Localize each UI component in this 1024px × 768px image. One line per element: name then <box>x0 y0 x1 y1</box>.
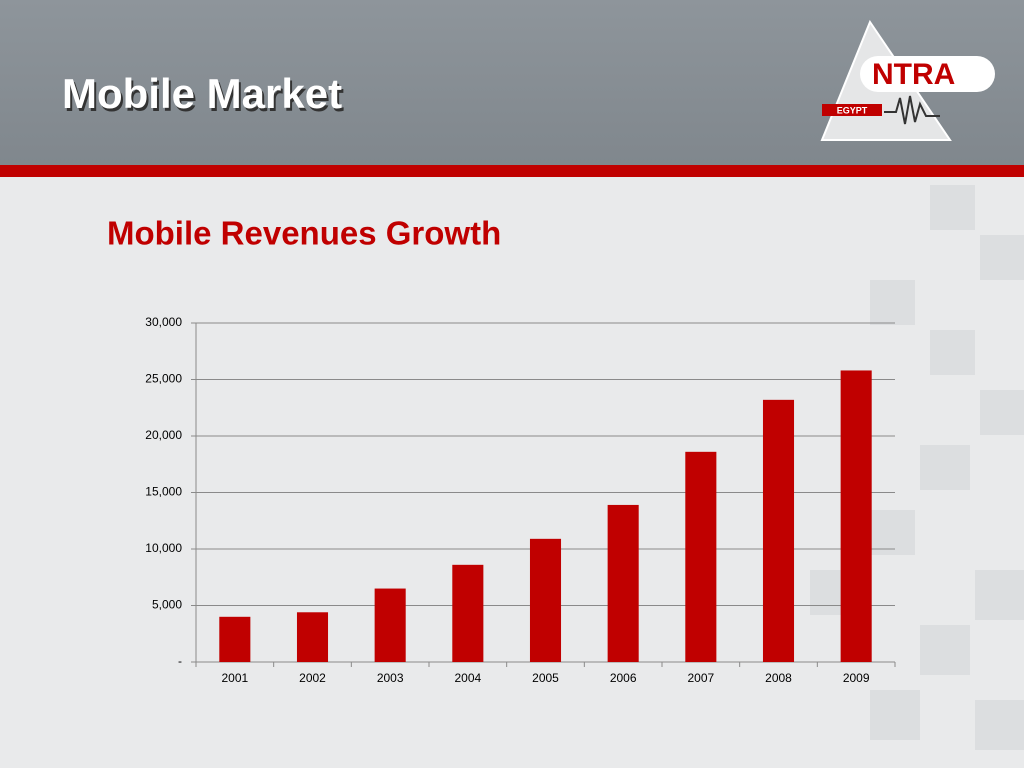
bar <box>762 399 795 662</box>
y-tick-label: 25,000 <box>145 372 182 386</box>
bar <box>452 564 484 662</box>
bar <box>685 451 717 662</box>
x-tick-label: 2001 <box>221 671 248 685</box>
bar <box>219 616 251 662</box>
bar <box>840 370 872 662</box>
logo-text: NTRA <box>872 58 955 91</box>
y-tick-label: 10,000 <box>145 541 182 555</box>
y-tick-label: - <box>178 654 182 668</box>
chart: - 5,000 10,000 15,000 20,000 25,000 30,000 2001… <box>145 315 896 685</box>
y-tick-label: 5,000 <box>152 598 182 612</box>
y-tick-label: 30,000 <box>145 315 182 329</box>
bar <box>296 612 329 662</box>
title-shadow: Mobile Market <box>64 73 344 120</box>
chart-title: Mobile Revenues Growth <box>107 215 501 252</box>
x-tick-label: 2005 <box>532 671 559 685</box>
bar <box>529 538 562 662</box>
x-tick-label: 2003 <box>377 671 404 685</box>
x-tick-label: 2006 <box>610 671 637 685</box>
bar <box>374 588 406 662</box>
x-tick-label: 2002 <box>299 671 326 685</box>
slide-title: Mobile Market <box>62 70 342 117</box>
x-tick-label: 2008 <box>765 671 792 685</box>
x-tick-label: 2007 <box>687 671 714 685</box>
x-tick-label: 2004 <box>454 671 481 685</box>
logo-sub: EGYPT <box>837 105 868 115</box>
logo: NTRA EGYPT <box>820 19 995 141</box>
x-tick-label: 2009 <box>843 671 870 685</box>
y-tick-label: 20,000 <box>145 428 182 442</box>
header-stripe <box>0 165 1024 177</box>
y-tick-label: 15,000 <box>145 485 182 499</box>
bar <box>607 504 639 662</box>
